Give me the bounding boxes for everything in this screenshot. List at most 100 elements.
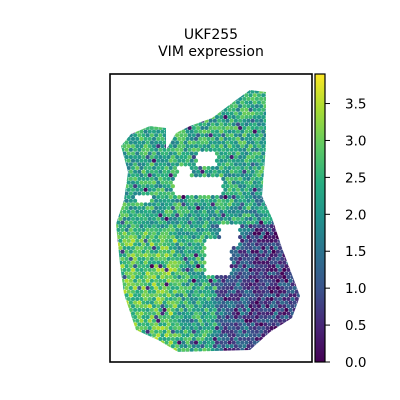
spot — [116, 366, 120, 370]
spot — [118, 224, 123, 229]
spot — [253, 362, 257, 366]
spot — [263, 155, 268, 160]
spot — [135, 231, 140, 236]
spot — [256, 224, 262, 229]
spot — [210, 209, 215, 214]
spot — [209, 366, 213, 370]
spot — [229, 271, 234, 276]
spot — [254, 176, 259, 181]
spot — [256, 289, 262, 294]
spot — [187, 285, 192, 291]
spot — [246, 155, 251, 160]
spot — [143, 347, 148, 352]
spot — [261, 202, 266, 207]
spot — [171, 366, 175, 370]
spot — [290, 158, 295, 163]
spot — [147, 93, 152, 98]
spot — [158, 329, 163, 334]
spot — [173, 355, 177, 359]
spot — [151, 100, 157, 105]
spot — [162, 322, 167, 327]
spot — [292, 242, 297, 247]
spot — [141, 147, 146, 152]
spot — [296, 235, 300, 240]
spot — [273, 238, 278, 243]
spot — [126, 180, 131, 185]
spot — [240, 93, 245, 98]
spot — [139, 90, 144, 91]
spot — [217, 125, 222, 131]
spot — [248, 107, 253, 112]
spot — [164, 238, 169, 243]
spot — [231, 187, 236, 192]
spot — [250, 118, 255, 123]
spot — [128, 96, 133, 101]
spot — [156, 253, 161, 258]
spot — [124, 329, 129, 334]
spot — [143, 289, 148, 294]
spot — [151, 260, 157, 265]
spot — [265, 93, 270, 98]
spot — [217, 322, 222, 327]
spot — [233, 264, 238, 269]
spot — [126, 267, 131, 272]
spot — [135, 355, 139, 359]
spot — [286, 318, 291, 323]
spot — [145, 315, 150, 320]
spot — [282, 370, 286, 374]
spot — [265, 384, 269, 388]
spot — [231, 253, 236, 258]
spot — [286, 165, 291, 171]
spot — [223, 216, 228, 221]
spot — [198, 122, 203, 127]
spot — [252, 202, 257, 207]
spot — [181, 326, 186, 331]
spot — [154, 329, 159, 334]
spot — [137, 155, 142, 160]
spot — [223, 195, 228, 200]
spot — [231, 100, 236, 105]
spot — [227, 173, 232, 178]
spot — [122, 173, 127, 178]
spot — [137, 205, 142, 211]
spot — [202, 333, 207, 338]
spot — [202, 253, 207, 258]
spot — [242, 271, 247, 276]
spot — [120, 213, 125, 218]
spot — [116, 198, 117, 203]
spot — [246, 198, 251, 203]
spot — [271, 336, 276, 342]
spot — [145, 96, 150, 101]
spot — [179, 140, 184, 145]
spot — [175, 169, 180, 174]
spot — [120, 96, 125, 101]
spot — [196, 329, 201, 334]
spot — [118, 296, 123, 302]
spot — [156, 151, 161, 156]
spot — [288, 285, 293, 291]
spot — [294, 180, 299, 185]
spot — [280, 315, 285, 320]
spot — [277, 318, 283, 323]
spot — [143, 282, 148, 287]
spot — [292, 198, 297, 203]
spot — [179, 133, 184, 138]
spot — [275, 205, 280, 211]
spot — [149, 278, 154, 283]
spot — [238, 336, 243, 342]
spot — [133, 235, 138, 240]
spot — [227, 122, 232, 127]
spot — [128, 329, 133, 334]
spot — [292, 140, 297, 145]
spot — [168, 282, 173, 287]
spot — [179, 271, 184, 276]
spot — [181, 90, 186, 91]
spot — [288, 293, 293, 298]
spot — [177, 340, 182, 345]
spot — [120, 293, 125, 298]
spot — [284, 125, 289, 131]
spot — [160, 93, 165, 98]
spot — [269, 202, 274, 207]
spot — [256, 296, 262, 302]
spot — [193, 326, 199, 331]
